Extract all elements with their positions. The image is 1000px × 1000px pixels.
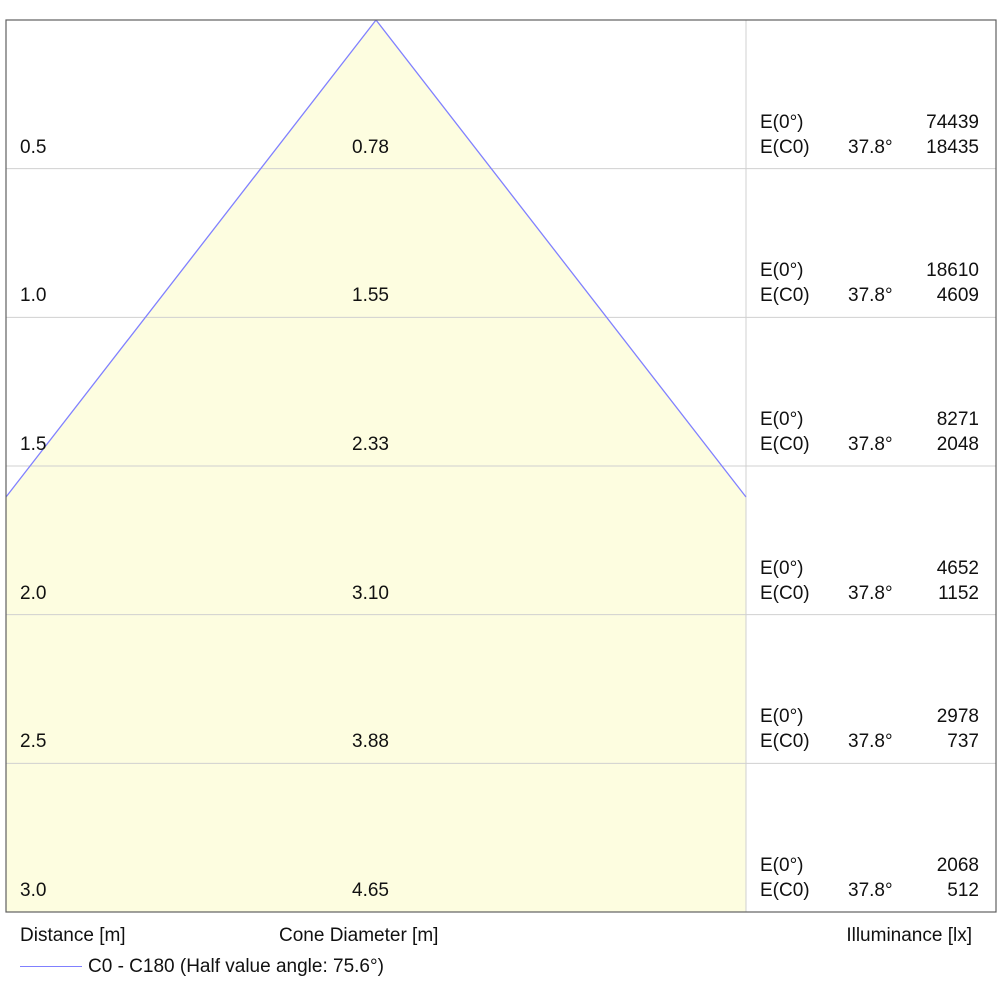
- e0-value: 18610: [926, 260, 979, 282]
- e0-label: E(0°): [760, 260, 804, 282]
- ec0-angle: 37.8°: [848, 285, 893, 307]
- ec0-angle: 37.8°: [848, 582, 893, 604]
- ec0-angle: 37.8°: [848, 731, 893, 753]
- e0-value: 4652: [936, 557, 979, 579]
- distance-value: 3.0: [20, 880, 47, 901]
- cone-diameter-value: 2.33: [352, 434, 389, 455]
- ec0-label: E(C0): [760, 285, 810, 307]
- ec0-label: E(C0): [760, 880, 810, 901]
- e0-value: 2978: [936, 706, 979, 728]
- e0-label: E(0°): [760, 111, 804, 133]
- distance-value: 0.5: [20, 136, 47, 158]
- legend-label: C0 - C180 (Half value angle: 75.6°): [88, 956, 384, 977]
- e0-label: E(0°): [760, 855, 804, 876]
- ec0-value: 512: [947, 880, 979, 901]
- ec0-angle: 37.8°: [848, 880, 893, 901]
- e0-label: E(0°): [760, 557, 804, 579]
- ec0-value: 4609: [936, 285, 979, 307]
- cone-diameter-value: 3.88: [352, 731, 389, 753]
- ec0-value: 2048: [936, 434, 979, 455]
- e0-value: 8271: [936, 409, 979, 430]
- e0-label: E(0°): [760, 706, 804, 728]
- distance-value: 1.0: [20, 285, 47, 307]
- legend-line-swatch: [20, 966, 82, 967]
- ec0-label: E(C0): [760, 136, 810, 158]
- illuminance-axis-label: Illuminance [lx]: [846, 925, 972, 946]
- ec0-label: E(C0): [760, 434, 810, 455]
- cone-diameter-value: 3.10: [352, 582, 389, 604]
- cone-diameter-value: 4.65: [352, 880, 389, 901]
- e0-value: 74439: [926, 111, 979, 133]
- ec0-angle: 37.8°: [848, 136, 893, 158]
- distance-value: 1.5: [20, 434, 47, 455]
- cone-edge-left: [5, 19, 377, 498]
- distance-value: 2.5: [20, 731, 47, 753]
- ec0-label: E(C0): [760, 731, 810, 753]
- cone-diameter-value: 0.78: [352, 136, 389, 158]
- ec0-angle: 37.8°: [848, 434, 893, 455]
- cone-diameter-axis-label: Cone Diameter [m]: [279, 925, 439, 946]
- ec0-value: 1152: [938, 582, 979, 604]
- e0-label: E(0°): [760, 409, 804, 430]
- distance-axis-label: Distance [m]: [20, 925, 126, 946]
- distance-value: 2.0: [20, 582, 47, 604]
- ec0-label: E(C0): [760, 582, 810, 604]
- cone-edge-right: [375, 19, 747, 498]
- ec0-value: 18435: [926, 136, 979, 158]
- e0-value: 2068: [936, 855, 979, 876]
- cone-diameter-value: 1.55: [352, 285, 389, 307]
- chart-frame: [5, 19, 997, 913]
- ec0-value: 737: [947, 731, 979, 753]
